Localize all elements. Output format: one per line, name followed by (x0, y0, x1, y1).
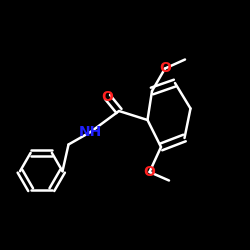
Text: O: O (159, 62, 171, 76)
Text: NH: NH (79, 125, 102, 139)
Text: O: O (144, 165, 156, 179)
Text: O: O (102, 90, 114, 104)
